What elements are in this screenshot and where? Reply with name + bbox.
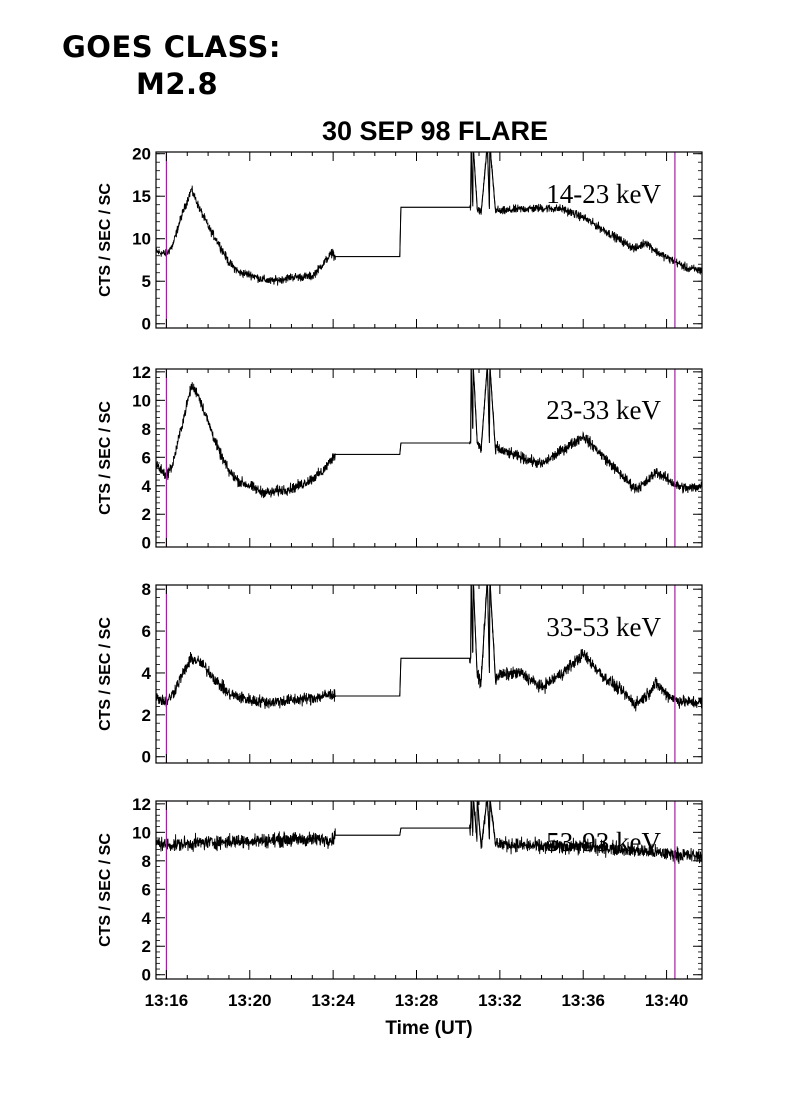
y-tick-label: 6 (142, 622, 151, 641)
y-axis-label: CTS / SEC / SC (97, 617, 114, 731)
y-tick-label: 20 (132, 145, 151, 164)
panel-3: 0 2 4 6 8 CTS / SEC / SC 33-53 keV (97, 580, 703, 767)
y-tick-label: 8 (142, 852, 151, 871)
y-tick-label: 0 (142, 748, 151, 767)
y-tick-label: 2 (142, 937, 151, 956)
x-tick-label: 13:20 (228, 991, 271, 1010)
plot-frame (155, 151, 703, 329)
panel-4: 0 2 4 6 8 10 12 CTS / SEC / SC 53-93 keV (97, 795, 703, 985)
y-tick-label: 2 (142, 505, 151, 524)
y-tick-label: 12 (132, 363, 151, 382)
series-line-1 (156, 152, 702, 286)
y-tick-label: 4 (142, 909, 152, 928)
y-axis-label: CTS / SEC / SC (97, 183, 114, 297)
y-tick-label: 6 (142, 880, 151, 899)
y-tick-label: 2 (142, 706, 151, 725)
x-tick-label: 13:24 (311, 991, 355, 1010)
series-steps-1 (332, 152, 501, 258)
chart-title: 30 SEP 98 FLARE (322, 116, 548, 146)
y-tick-label: 6 (142, 448, 151, 467)
series-steps-2 (332, 369, 501, 458)
panel-2: 0 2 4 6 8 10 12 CTS / SEC / SC 23-33 keV (97, 363, 703, 553)
energy-band-label: 53-93 keV (546, 827, 661, 857)
y-tick-label: 12 (132, 795, 151, 814)
y-axis-label: CTS / SEC / SC (97, 401, 114, 515)
x-tick-label: 13:40 (645, 991, 688, 1010)
plot-frame (155, 584, 703, 764)
y-tick-label: 0 (142, 966, 151, 985)
x-axis-label: Time (UT) (385, 1018, 472, 1039)
y-tick-label: 15 (132, 187, 151, 206)
y-tick-label: 5 (142, 272, 151, 291)
x-tick-label: 13:36 (561, 991, 604, 1010)
x-tick-label: 13:32 (478, 991, 521, 1010)
energy-band-label: 23-33 keV (546, 395, 661, 425)
y-tick-label: 10 (132, 823, 151, 842)
panel-1: 0 5 10 15 20 CTS / SEC / SC 14-23 keV (97, 145, 703, 334)
y-tick-label: 10 (132, 391, 151, 410)
series-steps-4 (332, 801, 501, 847)
goes-class-value: M2.8 (136, 67, 219, 101)
y-tick-label: 8 (142, 580, 151, 599)
y-tick-label: 0 (142, 315, 151, 334)
plot-frame (155, 800, 703, 980)
y-tick-label: 10 (132, 230, 151, 249)
series-line-2 (156, 369, 702, 499)
y-axis-label: CTS / SEC / SC (97, 833, 114, 947)
plot-frame (155, 368, 703, 548)
y-tick-label: 8 (142, 420, 151, 439)
goes-class-label: GOES CLASS: (62, 30, 282, 64)
series-steps-3 (332, 585, 501, 697)
x-tick-label: 13:16 (145, 991, 188, 1010)
energy-band-label: 14-23 keV (546, 179, 661, 209)
x-tick-label: 13:28 (395, 991, 438, 1010)
y-tick-label: 4 (142, 477, 152, 496)
series-line-3 (156, 585, 702, 712)
energy-band-label: 33-53 keV (546, 612, 661, 642)
y-tick-label: 0 (142, 534, 151, 553)
y-tick-label: 4 (142, 664, 152, 683)
